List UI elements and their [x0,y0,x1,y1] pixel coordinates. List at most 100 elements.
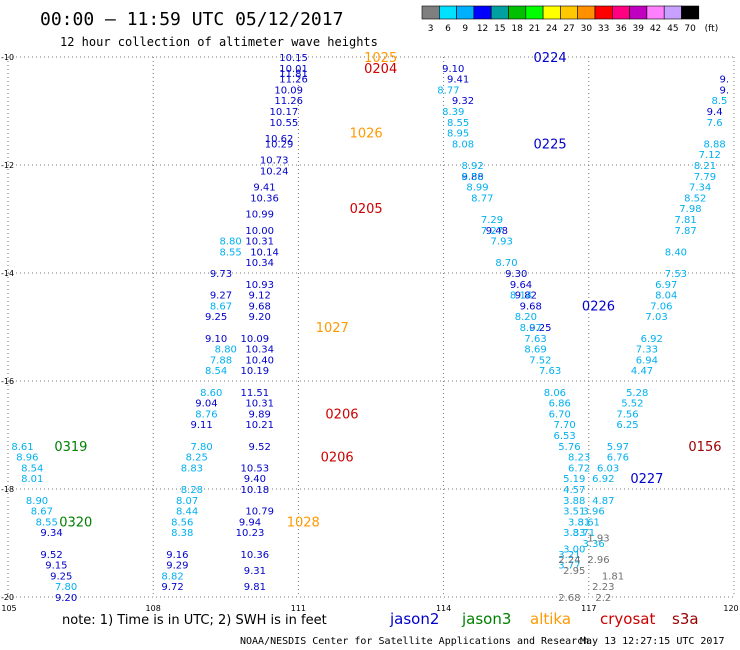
wave-height-value: 9.48 [486,226,508,237]
footer-note: note: 1) Time is in UTC; 2) SWH is in fe… [62,613,327,628]
legend-swatch [681,5,700,20]
legend-tick-label: 24 [546,24,558,34]
wave-height-value: 8.70 [495,258,517,269]
wave-height-value: 11.26 [274,96,303,107]
pass-time-label: 0206 [321,451,354,466]
wave-height-value: 8.44 [176,507,198,518]
wave-height-value: 6.53 [553,431,575,442]
wave-height-value: 6.72 [568,463,590,474]
wave-height-value: 8.67 [210,301,232,312]
legend-swatch [525,5,544,20]
wave-height-value: 10.53 [241,463,270,474]
pass-time-label: 1026 [350,127,383,142]
wave-height-value: 8.38 [171,528,193,539]
wave-height-value: 2.24 [558,555,580,566]
legend-swatch [646,5,665,20]
pass-time-label: 1027 [316,321,349,336]
wave-height-value: 7.87 [674,226,696,237]
y-tick-label: -20 [1,593,14,602]
wave-height-value: 10.21 [245,420,274,431]
wave-height-value: 7.80 [55,582,77,593]
legend-tick-label: 33 [598,24,609,34]
x-tick-label: 108 [146,604,161,613]
wave-height-value: 8.77 [471,193,493,204]
wave-height-value: 7.29 [481,215,503,226]
wave-height-value: 11.26 [279,75,308,86]
wave-height-value: 8.54 [205,366,227,377]
wave-height-value: 8.69 [524,345,546,356]
wave-height-value: 7.70 [553,420,575,431]
wave-height-value: 11.81 [279,69,308,80]
wave-height-value: 7.06 [650,301,672,312]
wave-height-values: 10.1510.0111.8111.2610.0911.2610.1710.55… [11,53,729,604]
wave-height-value: 8.60 [200,388,222,399]
wave-height-value: 4.47 [631,366,653,377]
wave-height-value: 6.25 [616,420,638,431]
wave-height-value: 5.19 [563,474,585,485]
legend-tick-label: 15 [494,24,505,34]
wave-height-value: 9.52 [40,550,62,561]
wave-height-value: 10.00 [245,226,274,237]
footer-credit: NOAA/NESDIS Center for Satellite Applica… [240,636,589,647]
wave-height-value: 10.36 [241,550,270,561]
wave-height-value: 3.71 [573,528,595,539]
wave-height-value: 10.36 [250,193,279,204]
wave-height-value: 7.27 [481,226,503,237]
footer-timestamp: May 13 12:27:15 UTC 2017 [580,636,725,647]
wave-height-value: 8.76 [195,409,217,420]
legend-tick-label: 36 [615,24,627,34]
legend-altika: altika [530,610,571,628]
wave-height-value: 9.40 [244,474,266,485]
wave-height-value: 2.95 [563,566,585,577]
wave-height-value: 10.99 [245,210,274,221]
wave-height-value: 7.33 [636,345,658,356]
wave-height-value: 9.25 [50,571,72,582]
wave-height-value: 8.25 [186,453,208,464]
legend-tick-label: 42 [650,24,661,34]
wave-height-value: 7.81 [674,215,696,226]
wave-height-value: 7.53 [665,269,687,280]
wave-height-value: 7.79 [694,172,716,183]
legend-tick-label: 18 [511,24,523,34]
wave-height-value: 3.81 [568,517,590,528]
legend-tick-label: 21 [529,24,540,34]
wave-height-value: 6.76 [607,453,629,464]
wave-height-value: 2.23 [592,582,614,593]
wave-height-value: 3.51 [563,507,585,518]
legend-swatch [473,5,492,20]
wave-height-value: 8.20 [515,312,537,323]
legend-swatch [560,5,579,20]
wave-height-value: 10.34 [245,345,274,356]
wave-height-value: 10.79 [245,507,274,518]
wave-height-value: 9.25 [529,323,551,334]
wave-height-value: 9.25 [205,312,227,323]
wave-height-value: 8.77 [437,85,459,96]
y-tick-label: -16 [1,377,14,386]
x-tick-label: 120 [723,604,738,613]
wave-height-value: 9.88 [462,172,484,183]
wave-height-value: 8.52 [684,193,706,204]
wave-height-value: 9.10 [205,334,227,345]
wave-height-value: 8.04 [655,291,677,302]
pass-time-label: 0225 [534,137,567,152]
footer: note: 1) Time is in UTC; 2) SWH is in fe… [62,610,725,647]
wave-height-value: 9.31 [244,566,266,577]
pass-time-label: 0205 [350,202,383,217]
wave-height-value: 6.86 [549,399,571,410]
wave-height-value: 9.20 [249,312,271,323]
plot-grid [7,56,735,598]
axis-ticks: 105 108 111 114 117 120 -10 -12 -14 -16 -18 -20 [1,53,739,613]
wave-height-value: 7.80 [190,442,212,453]
wave-height-value: 7.6 [707,118,723,129]
pass-time-label: 0224 [534,51,567,66]
legend-tick-label: (ft) [705,24,719,34]
wave-height-value: 8.56 [171,517,193,528]
wave-height-value: 10.93 [245,280,274,291]
wave-height-value: 2.96 [587,555,609,566]
wave-height-value: 8.5 [712,96,728,107]
wave-height-value: 8.39 [442,107,464,118]
pass-time-label: 1028 [287,515,320,530]
wave-height-value: 8.14 [510,291,532,302]
wave-height-value: 8.90 [26,496,48,507]
